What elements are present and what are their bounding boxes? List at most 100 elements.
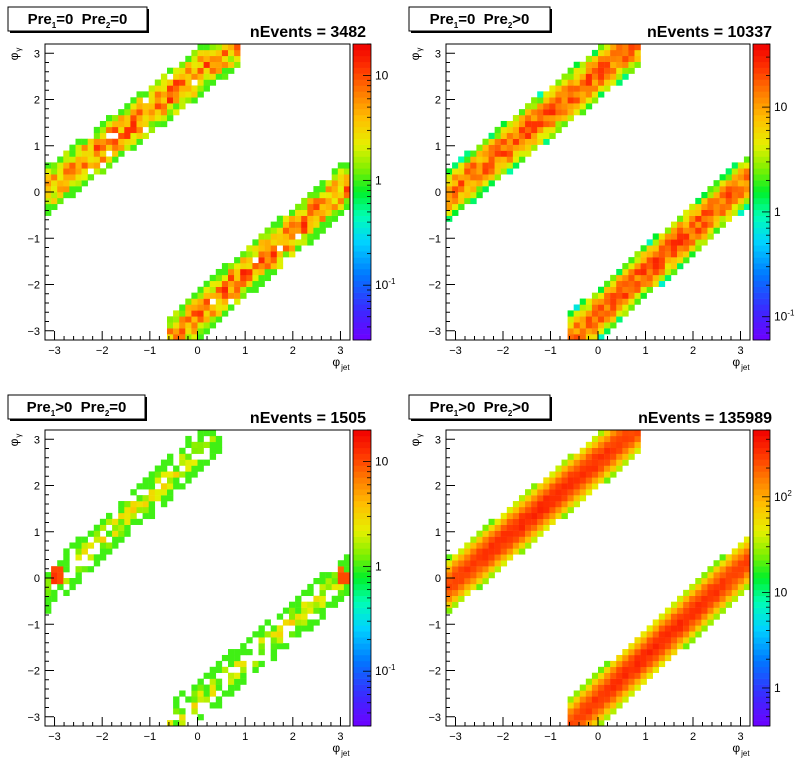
- heatmap-cell: [452, 162, 459, 169]
- colorbar-segment: [753, 73, 770, 80]
- heatmap-cell: [585, 489, 593, 496]
- heatmap-cell: [75, 156, 82, 163]
- heatmap-cell: [713, 589, 720, 597]
- heatmap-cell: [476, 578, 483, 585]
- colorbar-segment: [353, 453, 371, 460]
- heatmap-cell: [664, 613, 672, 620]
- heatmap-cell: [500, 168, 508, 175]
- heatmap-cell: [585, 708, 593, 715]
- heatmap-cell: [640, 274, 647, 282]
- heatmap-cell: [148, 501, 156, 508]
- heatmap-cell: [579, 477, 587, 484]
- heatmap-cell: [531, 530, 538, 537]
- heatmap-cell: [191, 292, 198, 299]
- heatmap-cell: [470, 192, 477, 199]
- heatmap-cell: [185, 477, 192, 484]
- colorbar-segment: [753, 156, 770, 163]
- heatmap-cell: [628, 447, 635, 454]
- heatmap-cell: [616, 61, 623, 68]
- heatmap-cell: [142, 483, 149, 490]
- heatmap-cell: [197, 435, 204, 443]
- heatmap-cell: [537, 126, 544, 134]
- heatmap-cell: [525, 132, 532, 139]
- colorbar-segment: [353, 554, 371, 561]
- heatmap-cell: [579, 696, 587, 703]
- heatmap-cell: [707, 613, 714, 620]
- heatmap-cell: [476, 156, 483, 163]
- heatmap-cell: [203, 292, 210, 299]
- heatmap-cell: [737, 548, 745, 555]
- colorbar-segment: [753, 126, 770, 134]
- colorbar-segment: [753, 221, 770, 228]
- heatmap-cell: [725, 578, 733, 585]
- heatmap-cell: [130, 115, 137, 122]
- heatmap-cell: [634, 654, 641, 662]
- heatmap-cell: [725, 168, 733, 175]
- heatmap-cell: [240, 672, 247, 679]
- heatmap-cell: [591, 690, 599, 697]
- heatmap-cell: [731, 180, 739, 187]
- heatmap-cell: [228, 678, 235, 685]
- heatmap-cell: [494, 162, 501, 169]
- heatmap-cell: [701, 203, 708, 211]
- colorbar-segment: [353, 595, 371, 602]
- title-pre-a: Pre: [28, 11, 52, 28]
- heatmap-cell: [634, 298, 641, 305]
- heatmap-cell: [124, 103, 131, 110]
- heatmap-cell: [148, 97, 156, 104]
- heatmap-cell: [270, 625, 278, 632]
- heatmap-cell: [130, 501, 137, 508]
- heatmap-cell: [452, 578, 459, 585]
- heatmap-cell: [234, 257, 241, 264]
- heatmap-cell: [209, 672, 217, 679]
- heatmap-cell: [99, 120, 107, 128]
- heatmap-cell: [573, 85, 581, 92]
- heatmap-cell: [343, 566, 351, 573]
- heatmap-cell: [87, 554, 95, 561]
- heatmap-cell: [482, 156, 489, 163]
- heatmap-cell: [616, 660, 623, 668]
- heatmap-cell: [63, 150, 70, 157]
- heatmap-cell: [319, 578, 326, 585]
- heatmap-cell: [634, 292, 641, 299]
- colorbar-segment: [353, 613, 371, 620]
- heatmap-cell: [725, 186, 733, 193]
- heatmap-cell: [567, 67, 574, 74]
- colorbar-segment: [753, 678, 770, 685]
- heatmap-cell: [598, 672, 605, 679]
- colorbar-segment: [353, 73, 371, 80]
- heatmap-cell: [743, 583, 751, 591]
- colorbar-segment: [753, 79, 770, 86]
- heatmap-cell: [622, 441, 629, 449]
- heatmap-cell: [525, 518, 532, 525]
- y-tick-label: −3: [27, 326, 40, 338]
- heatmap-cell: [209, 666, 217, 673]
- heatmap-cell: [197, 44, 204, 51]
- heatmap-cell: [130, 109, 137, 116]
- heatmap-cell: [604, 714, 611, 721]
- heatmap-cell: [598, 447, 605, 454]
- heatmap-cell: [282, 215, 290, 222]
- heatmap-cell: [458, 572, 465, 579]
- heatmap-cell: [264, 268, 271, 276]
- title-text: Pre1=0 Pre2=0: [28, 11, 128, 30]
- heatmap-cell: [154, 97, 162, 104]
- heatmap-cell: [713, 203, 720, 211]
- heatmap-cell: [585, 334, 593, 341]
- heatmap-cell: [240, 274, 247, 282]
- heatmap-cell: [191, 91, 198, 98]
- heatmap-cell: [707, 583, 714, 591]
- heatmap-cell: [494, 536, 501, 543]
- heatmap-cell: [512, 162, 520, 169]
- heatmap-cell: [616, 453, 623, 460]
- heatmap-cell: [313, 203, 320, 211]
- colorbar-segment: [353, 495, 371, 502]
- heatmap-cell: [234, 44, 241, 51]
- colorbar-segment: [353, 132, 371, 140]
- heatmap-cell: [616, 286, 623, 293]
- heatmap-cell: [634, 643, 641, 650]
- heatmap-cell: [537, 138, 544, 145]
- heatmap-cell: [591, 91, 599, 98]
- heatmap-cell: [598, 292, 605, 299]
